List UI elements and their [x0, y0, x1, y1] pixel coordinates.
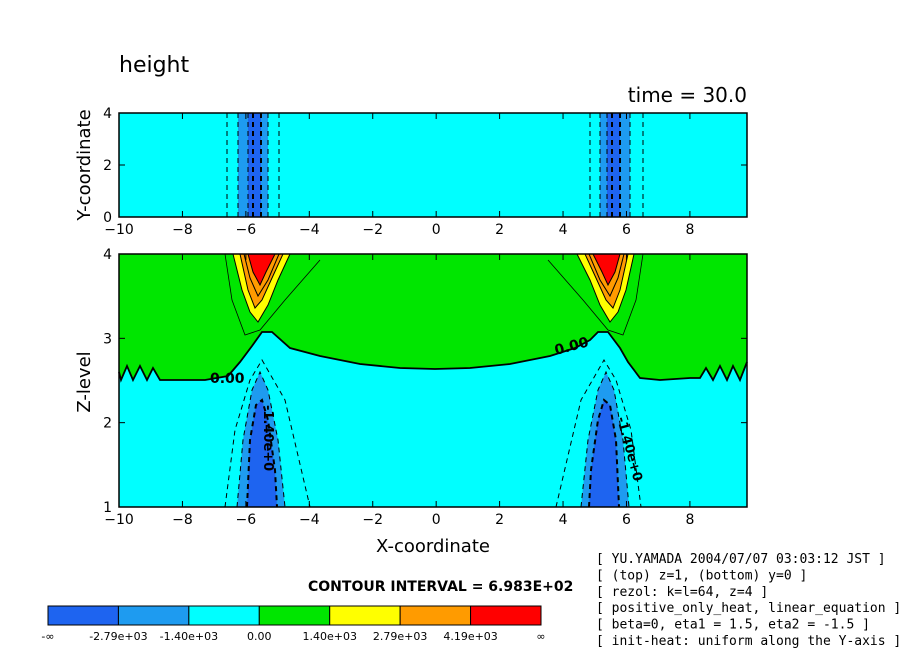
- top-xtick-label: 8: [685, 222, 694, 238]
- top-xtick-label: 2: [495, 222, 504, 238]
- left-positive-lobe-red: [248, 254, 275, 285]
- top-xtick-label: −6: [236, 222, 257, 238]
- top-band-left-inner: [248, 113, 261, 217]
- bottom-xtick-label: −6: [236, 512, 257, 528]
- info-line: [ (top) z=1, (bottom) y=0 ]: [596, 568, 807, 583]
- top-ytick-label: 4: [103, 106, 112, 122]
- contour-label-zero-left: 0.00: [210, 371, 245, 387]
- bottom-xtick-label: 2: [495, 512, 504, 528]
- colorbar-label: 4.19e+03: [443, 630, 497, 643]
- info-line: [ init-heat: uniform along the Y-axis ]: [596, 634, 901, 649]
- right-negative-lobe-inner: [589, 400, 619, 507]
- chart-title: height: [119, 53, 189, 78]
- left-negative-lobe-inner: [247, 400, 277, 507]
- colorbar-swatch: [329, 605, 401, 626]
- top-band-right-inner: [607, 113, 620, 217]
- colorbar-swatch: [47, 605, 119, 626]
- info-block: [ YU.YAMADA 2004/07/07 03:03:12 JST ][ (…: [596, 552, 901, 649]
- bottom-ytick-label: 4: [103, 247, 112, 263]
- colorbar-label: 0.00: [247, 630, 272, 643]
- colorbar-label: 2.79e+03: [373, 630, 427, 643]
- bottom-panel: 0.00 0.00 -1.40e+0 -1.40e+0: [118, 253, 748, 508]
- right-positive-lobe-red: [593, 254, 620, 285]
- top-xtick-label: −8: [172, 222, 193, 238]
- bottom-xlabel: X-coordinate: [376, 536, 490, 557]
- top-panel: [118, 112, 748, 218]
- bottom-xtick-label: 8: [685, 512, 694, 528]
- bottom-xtick-label: −2: [362, 512, 383, 528]
- top-xtick-label: −10: [104, 222, 134, 238]
- info-line: [ beta=0, eta1 = 1.5, eta2 = -1.5 ]: [596, 618, 870, 633]
- bottom-ytick-label: 2: [103, 416, 112, 432]
- contour-interval: CONTOUR INTERVAL = 6.983E+02: [308, 579, 573, 595]
- bottom-ylabel: Z-level: [74, 351, 95, 412]
- top-ytick-label: 2: [103, 158, 112, 174]
- top-xtick-label: 0: [432, 222, 441, 238]
- colorbar-label: -∞: [41, 630, 54, 643]
- info-line: [ rezol: k=l=64, z=4 ]: [596, 585, 768, 600]
- colorbar-label: 1.40e+03: [302, 630, 356, 643]
- info-line: [ positive_only_heat, linear_equation ]: [596, 601, 901, 616]
- top-xtick-label: −2: [362, 222, 383, 238]
- colorbar-swatch: [470, 605, 542, 626]
- bottom-xtick-label: −4: [299, 512, 320, 528]
- colorbar-swatch: [399, 605, 472, 626]
- colorbar: -∞ -2.79e+03 -1.40e+03 0.00 1.40e+03 2.79e+03…: [41, 605, 546, 643]
- bottom-xtick-label: −10: [104, 512, 134, 528]
- colorbar-label: -2.79e+03: [89, 630, 147, 643]
- bottom-xtick-label: 6: [622, 512, 631, 528]
- bottom-ytick-label: 1: [103, 500, 112, 516]
- bottom-xtick-label: −8: [172, 512, 193, 528]
- top-ylabel: Y-coordinate: [74, 109, 95, 221]
- colorbar-swatch: [258, 605, 331, 626]
- bottom-ytick-label: 3: [103, 331, 112, 347]
- colorbar-label: ∞: [536, 630, 545, 643]
- top-xtick-label: −4: [299, 222, 320, 238]
- time-label: time = 30.0: [628, 83, 747, 107]
- info-line: [ YU.YAMADA 2004/07/07 03:03:12 JST ]: [596, 552, 886, 567]
- contour-label-neg-left: -1.40e+0: [260, 405, 275, 471]
- bottom-xtick-label: 4: [559, 512, 568, 528]
- top-ytick-label: 0: [103, 210, 112, 226]
- colorbar-label: -1.40e+03: [160, 630, 218, 643]
- green-region: [119, 254, 747, 380]
- top-xtick-label: 4: [559, 222, 568, 238]
- bottom-xtick-label: 0: [432, 512, 441, 528]
- top-xtick-label: 6: [622, 222, 631, 238]
- colorbar-swatch: [188, 605, 260, 626]
- colorbar-swatch: [117, 605, 190, 626]
